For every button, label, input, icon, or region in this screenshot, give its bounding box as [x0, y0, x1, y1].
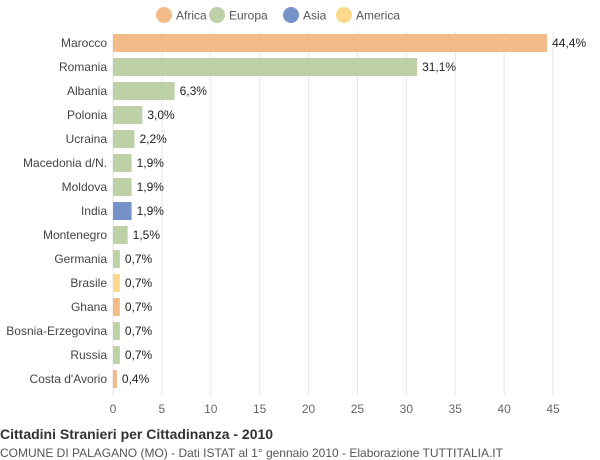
category-label-romania: Romania: [59, 60, 107, 74]
value-label-albania: 6,3%: [180, 84, 208, 98]
category-label-moldova: Moldova: [62, 180, 108, 194]
chart-title: Cittadini Stranieri per Cittadinanza - 2…: [0, 426, 274, 442]
category-label-montenegro: Montenegro: [43, 228, 107, 242]
bar-macedonia-d-n-: [113, 154, 132, 172]
category-label-ghana: Ghana: [71, 300, 107, 314]
value-label-romania: 31,1%: [422, 60, 456, 74]
legend-label-africa: Africa: [176, 9, 207, 23]
bar-ghana: [113, 298, 120, 316]
value-label-ucraina: 2,2%: [140, 132, 168, 146]
category-label-bosnia-erzegovina: Bosnia-Erzegovina: [6, 324, 107, 338]
category-label-ucraina: Ucraina: [66, 132, 108, 146]
x-tick-label-25: 25: [351, 402, 365, 416]
chart-subtitle: COMUNE DI PALAGANO (MO) - Dati ISTAT al …: [0, 446, 503, 460]
legend-swatch-america: [336, 7, 352, 23]
legend-swatch-africa: [156, 7, 172, 23]
bar-chart: Africa Europa Asia America Marocco 44,4% Roma…: [6, 7, 586, 416]
category-label-india: India: [81, 204, 107, 218]
value-label-germania: 0,7%: [125, 252, 153, 266]
x-tick-label-5: 5: [159, 402, 166, 416]
bar-marocco: [113, 34, 548, 52]
category-label-macedonia-d-n-: Macedonia d/N.: [23, 156, 107, 170]
category-label-costa-d-avorio: Costa d'Avorio: [30, 372, 108, 386]
legend-swatch-asia: [283, 7, 299, 23]
category-label-germania: Germania: [54, 252, 107, 266]
legend-label-europa: Europa: [229, 9, 268, 23]
x-tick-label-15: 15: [253, 402, 267, 416]
legend-label-america: America: [356, 9, 400, 23]
x-tick-label-0: 0: [110, 402, 117, 416]
category-label-polonia: Polonia: [67, 108, 107, 122]
value-label-bosnia-erzegovina: 0,7%: [125, 324, 153, 338]
legend: Africa Europa Asia America: [156, 7, 400, 23]
bar-brasile: [113, 274, 120, 292]
x-axis: 0 5 10 15 20 25 30 35 40 45: [110, 402, 560, 416]
x-tick-label-20: 20: [302, 402, 316, 416]
x-tick-label-30: 30: [400, 402, 414, 416]
x-tick-label-35: 35: [449, 402, 463, 416]
legend-swatch-europa: [209, 7, 225, 23]
value-label-montenegro: 1,5%: [133, 228, 161, 242]
bar-germania: [113, 250, 120, 268]
bar-montenegro: [113, 226, 128, 244]
x-tick-label-10: 10: [204, 402, 218, 416]
bar-india: [113, 202, 132, 220]
bar-russia: [113, 346, 120, 364]
bar-romania: [113, 58, 418, 76]
value-label-macedonia-d-n-: 1,9%: [137, 156, 165, 170]
value-label-ghana: 0,7%: [125, 300, 153, 314]
value-label-moldova: 1,9%: [137, 180, 165, 194]
bar-polonia: [113, 106, 143, 124]
category-label-albania: Albania: [67, 84, 107, 98]
value-label-costa-d-avorio: 0,4%: [122, 372, 150, 386]
category-label-marocco: Marocco: [61, 36, 107, 50]
bar-costa-d-avorio: [113, 370, 117, 388]
value-label-russia: 0,7%: [125, 348, 153, 362]
category-label-russia: Russia: [70, 348, 107, 362]
bar-moldova: [113, 178, 132, 196]
value-label-polonia: 3,0%: [147, 108, 175, 122]
bar-ucraina: [113, 130, 135, 148]
value-label-india: 1,9%: [137, 204, 165, 218]
value-label-marocco: 44,4%: [552, 36, 586, 50]
x-tick-label-40: 40: [497, 402, 511, 416]
value-label-brasile: 0,7%: [125, 276, 153, 290]
bar-bosnia-erzegovina: [113, 322, 120, 340]
bars: Marocco 44,4% Romania 31,1% Albania 6,3% Polon…: [6, 34, 586, 388]
bar-albania: [113, 82, 175, 100]
category-label-brasile: Brasile: [70, 276, 107, 290]
x-tick-label-45: 45: [546, 402, 560, 416]
legend-label-asia: Asia: [303, 9, 327, 23]
